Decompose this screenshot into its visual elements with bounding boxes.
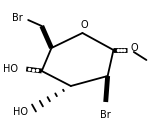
Text: O: O [131, 43, 138, 53]
Text: Br: Br [100, 110, 111, 120]
Text: O: O [81, 20, 88, 30]
Text: HO: HO [3, 64, 17, 74]
Text: HO: HO [13, 107, 28, 117]
Text: Br: Br [12, 13, 22, 23]
